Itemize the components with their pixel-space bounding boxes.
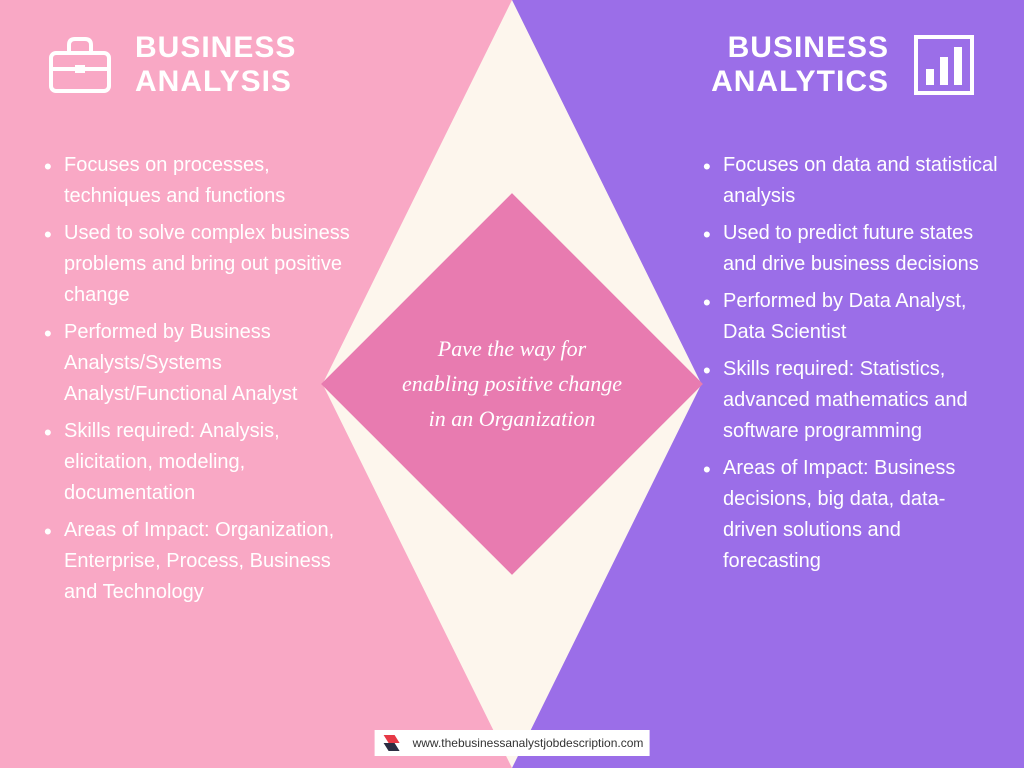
list-item: Skills required: Statistics, advanced ma… <box>699 354 999 447</box>
list-item: Performed by Business Analysts/Systems A… <box>40 317 350 410</box>
right-title-line2: ANALYTICS <box>711 65 889 99</box>
left-title-line1: BUSINESS <box>135 31 296 65</box>
list-item: Used to solve complex business problems … <box>40 218 350 311</box>
list-item: Performed by Data Analyst, Data Scientis… <box>699 286 999 348</box>
list-item: Used to predict future states and drive … <box>699 218 999 280</box>
left-bullets: Focuses on processes, techniques and fun… <box>40 150 350 614</box>
footer-logo-icon <box>381 732 403 754</box>
left-title-line2: ANALYSIS <box>135 65 296 99</box>
footer: www.thebusinessanalystjobdescription.com <box>375 730 650 756</box>
footer-url: www.thebusinessanalystjobdescription.com <box>413 736 644 750</box>
left-header: BUSINESS ANALYSIS <box>45 30 296 100</box>
list-item: Areas of Impact: Organization, Enterpris… <box>40 515 350 608</box>
list-item: Focuses on data and statistical analysis <box>699 150 999 212</box>
list-item: Skills required: Analysis, elicitation, … <box>40 416 350 509</box>
right-title: BUSINESS ANALYTICS <box>711 31 889 98</box>
left-title: BUSINESS ANALYSIS <box>135 31 296 98</box>
center-text: Pave the way for enabling positive chang… <box>402 331 622 437</box>
right-bullets: Focuses on data and statistical analysis… <box>699 150 999 583</box>
briefcase-icon <box>45 30 115 100</box>
right-header: BUSINESS ANALYTICS <box>711 30 979 100</box>
list-item: Focuses on processes, techniques and fun… <box>40 150 350 212</box>
bar-chart-icon <box>909 30 979 100</box>
list-item: Areas of Impact: Business decisions, big… <box>699 453 999 577</box>
right-title-line1: BUSINESS <box>711 31 889 65</box>
